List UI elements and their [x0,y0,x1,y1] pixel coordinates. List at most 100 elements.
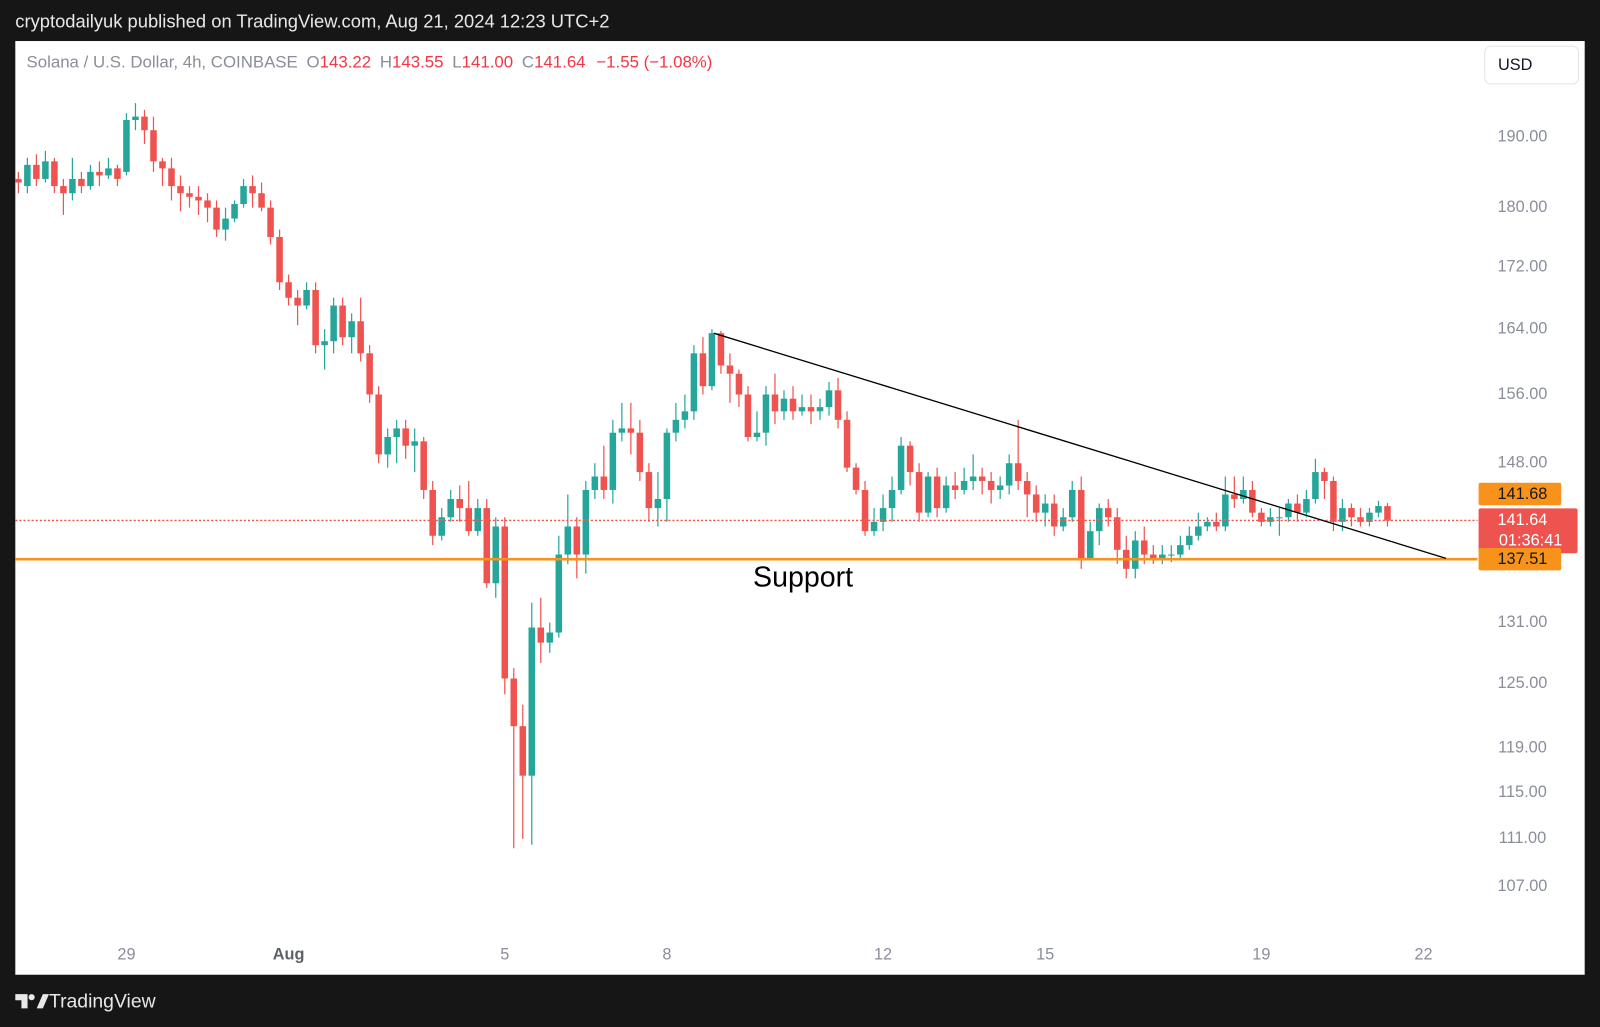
logo-mark [36,994,49,1009]
candle-body [33,164,40,179]
candle-body [420,441,427,490]
candle-body [906,445,914,473]
candle-body [843,419,851,468]
legend-change: −1.55 (−1.08%) [596,53,712,72]
candle-body [15,178,22,183]
candle-body [492,526,500,584]
candle-body [1095,508,1103,532]
last-price-label: 141.64 [1497,511,1547,529]
candle-body [519,726,527,776]
x-tick-label: 15 [1036,946,1054,964]
candle-body [609,432,617,490]
candle-body [924,476,932,513]
y-tick-label: 131.00 [1497,613,1547,631]
candle-body [114,168,121,179]
candle-body [276,236,283,283]
candle-body [1375,506,1382,513]
candle-body [1195,526,1202,536]
candle-body [762,394,770,433]
candle-body [789,398,797,412]
candle-body [366,353,373,395]
candle-body [465,508,472,532]
candle-body [951,485,959,490]
candle-body [1366,512,1373,522]
candle-body [654,498,662,509]
candle-body [879,508,887,522]
publisher: cryptodailyuk published on TradingView.c… [15,11,609,32]
candle-body [672,419,680,433]
candle-body [105,168,112,176]
currency-button[interactable] [1484,45,1580,85]
candle-body [537,627,545,643]
candle-body [969,476,977,481]
candle-body [555,554,563,633]
candle-body [141,116,148,131]
candle-body [267,207,274,237]
currency[interactable]: USD [1498,56,1532,74]
x-tick-label: 22 [1414,946,1432,964]
candle-body [861,489,869,532]
level-label: 141.68 [1497,485,1547,503]
candle-body [1258,512,1265,522]
candle-body [357,321,364,354]
legend-value: 141.64 [534,53,585,72]
candle-body [249,186,256,194]
candle-body [69,178,76,194]
candle-body [411,441,418,446]
candle-body [51,161,58,187]
y-tick-label: 148.00 [1497,454,1547,472]
candle-body [573,526,581,555]
tradingview-logo [15,994,49,1009]
candle-body [231,204,238,219]
candle-body [1231,494,1238,499]
candle-body [204,200,211,208]
candle-body [726,365,734,374]
candle-body [870,521,878,532]
candle-body [177,186,184,194]
candle-body [132,116,139,121]
candle-body [1113,517,1121,550]
candle-body [1267,517,1274,522]
candle-body [1168,554,1175,556]
candle-body [1222,494,1229,527]
x-tick-label: Aug [273,946,305,964]
candle-body [1204,521,1211,527]
candle-body [1294,503,1301,513]
legend-key: O [307,53,320,72]
candle-body [744,394,752,438]
y-tick-label: 107.00 [1497,877,1547,895]
candle-body [1276,517,1283,519]
candle-body [636,432,644,473]
candle-body [1348,508,1355,518]
candle-body [294,297,301,306]
candle-body [339,305,346,338]
candle-body [1357,517,1364,522]
level-box [1478,547,1562,571]
candle-body [240,186,247,205]
candle-body [330,305,337,342]
candle-body [897,445,905,490]
candle-body [1141,540,1148,555]
candle-body [447,498,454,518]
candle-body [312,289,319,346]
candle-body [1177,545,1184,555]
candle-body [348,321,355,338]
candle-body [213,207,220,230]
candle-body [1041,503,1049,513]
candle-body [996,485,1004,490]
x-tick-label: 12 [874,946,892,964]
legend-value: 143.22 [320,53,371,72]
candle-body [501,526,509,679]
x-tick-label: 19 [1252,946,1270,964]
candle-body [933,476,941,509]
candle-body [807,407,815,412]
y-tick-label: 190.00 [1497,127,1547,145]
candle-body [582,489,590,555]
candle-body [1032,494,1040,513]
logo-mark [28,994,35,1001]
candle-body [1014,463,1022,481]
candle-body [834,390,842,420]
candle-body [474,508,482,532]
candle-body [708,333,716,387]
candle-body [483,508,491,584]
